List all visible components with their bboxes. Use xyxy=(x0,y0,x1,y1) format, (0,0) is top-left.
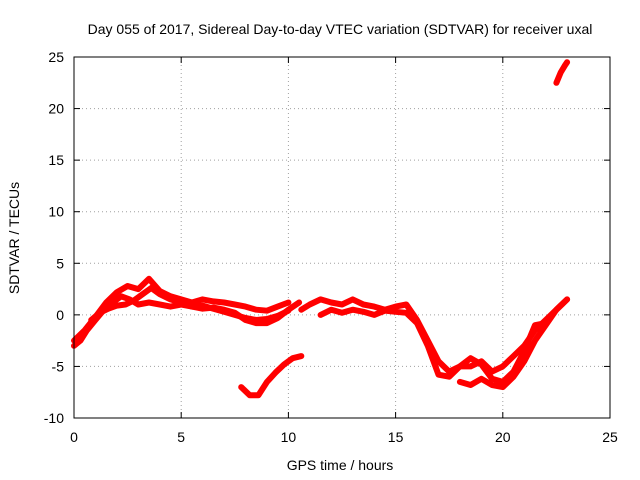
series-line-track-g xyxy=(456,296,571,391)
y-axis-label: SDTVAR / TECUs xyxy=(6,182,22,294)
chart-title: Day 055 of 2017, Sidereal Day-to-day VTE… xyxy=(88,21,593,37)
y-tick-label: 20 xyxy=(48,101,64,117)
y-tick-label: -5 xyxy=(52,358,65,374)
axis-ticks xyxy=(73,56,611,419)
series-line-track-f xyxy=(317,306,549,385)
x-tick-label: 10 xyxy=(281,429,297,445)
y-tick-label: 10 xyxy=(48,204,64,220)
plot-frame xyxy=(73,56,611,419)
y-tick-label: 0 xyxy=(56,307,64,323)
x-tick-labels: 0 5 10 15 20 25 xyxy=(70,429,618,445)
x-tick-label: 5 xyxy=(177,429,185,445)
y-tick-label: 25 xyxy=(48,49,64,65)
x-tick-label: 25 xyxy=(602,429,618,445)
y-tick-label: 15 xyxy=(48,152,64,168)
grid-lines xyxy=(74,57,610,418)
x-tick-label: 0 xyxy=(70,429,78,445)
y-tick-label: -10 xyxy=(44,410,64,426)
series-line-track-h xyxy=(553,59,571,86)
series-layer xyxy=(71,59,571,399)
y-tick-label: 5 xyxy=(56,255,64,271)
y-tick-labels: -10 -5 0 5 10 15 20 25 xyxy=(44,49,64,426)
x-axis-label: GPS time / hours xyxy=(287,457,394,473)
series-line-track-c xyxy=(88,285,292,323)
series-line-track-d xyxy=(238,353,305,399)
x-tick-label: 15 xyxy=(388,429,404,445)
x-tick-label: 20 xyxy=(495,429,511,445)
